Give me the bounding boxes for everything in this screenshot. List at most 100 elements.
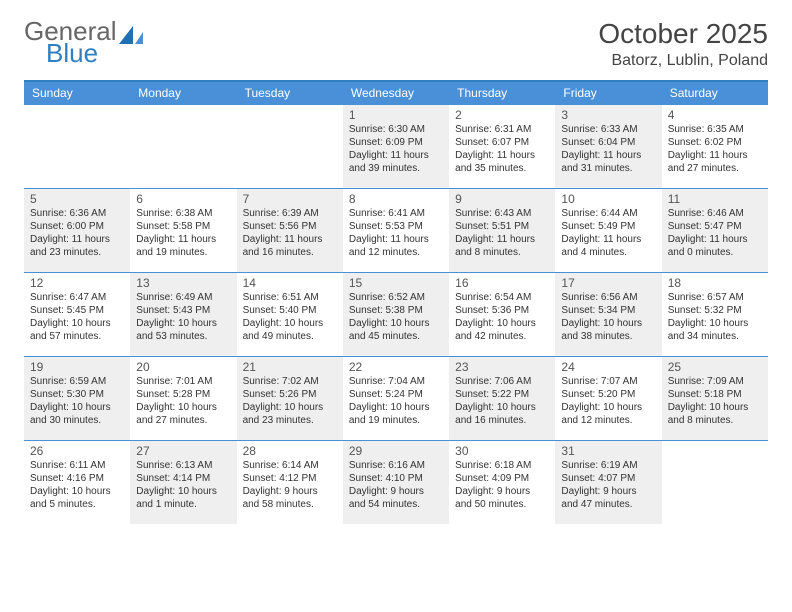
daylight-text: Daylight: 10 hours: [243, 317, 337, 330]
daylight-text: Daylight: 10 hours: [136, 401, 230, 414]
sunset-text: Sunset: 5:34 PM: [561, 304, 655, 317]
day-cell: 15Sunrise: 6:52 AMSunset: 5:38 PMDayligh…: [343, 272, 449, 356]
day-cell: 6Sunrise: 6:38 AMSunset: 5:58 PMDaylight…: [130, 188, 236, 272]
daylight-text2: and 38 minutes.: [561, 330, 655, 343]
sunset-text: Sunset: 5:28 PM: [136, 388, 230, 401]
sunrise-text: Sunrise: 6:49 AM: [136, 291, 230, 304]
day-number: 4: [668, 108, 762, 122]
day-cell: 8Sunrise: 6:41 AMSunset: 5:53 PMDaylight…: [343, 188, 449, 272]
daylight-text2: and 47 minutes.: [561, 498, 655, 511]
day-number: 3: [561, 108, 655, 122]
day-number: 6: [136, 192, 230, 206]
day-number: 25: [668, 360, 762, 374]
sunrise-text: Sunrise: 6:57 AM: [668, 291, 762, 304]
daylight-text2: and 39 minutes.: [349, 162, 443, 175]
daylight-text: Daylight: 10 hours: [561, 401, 655, 414]
daylight-text: Daylight: 11 hours: [243, 233, 337, 246]
sunset-text: Sunset: 5:53 PM: [349, 220, 443, 233]
day-number: 12: [30, 276, 124, 290]
logo-sail-icon: [119, 24, 147, 44]
day-cell: 17Sunrise: 6:56 AMSunset: 5:34 PMDayligh…: [555, 272, 661, 356]
empty-cell: [237, 104, 343, 188]
daylight-text2: and 19 minutes.: [349, 414, 443, 427]
day-cell: 12Sunrise: 6:47 AMSunset: 5:45 PMDayligh…: [24, 272, 130, 356]
day-cell: 23Sunrise: 7:06 AMSunset: 5:22 PMDayligh…: [449, 356, 555, 440]
day-number: 14: [243, 276, 337, 290]
day-cell: 7Sunrise: 6:39 AMSunset: 5:56 PMDaylight…: [237, 188, 343, 272]
sunrise-text: Sunrise: 7:02 AM: [243, 375, 337, 388]
daylight-text2: and 34 minutes.: [668, 330, 762, 343]
day-cell: 2Sunrise: 6:31 AMSunset: 6:07 PMDaylight…: [449, 104, 555, 188]
daylight-text: Daylight: 10 hours: [561, 317, 655, 330]
daylight-text: Daylight: 10 hours: [243, 401, 337, 414]
daylight-text: Daylight: 9 hours: [243, 485, 337, 498]
day-cell: 25Sunrise: 7:09 AMSunset: 5:18 PMDayligh…: [662, 356, 768, 440]
sunset-text: Sunset: 4:16 PM: [30, 472, 124, 485]
daylight-text2: and 58 minutes.: [243, 498, 337, 511]
day-number: 26: [30, 444, 124, 458]
day-cell: 22Sunrise: 7:04 AMSunset: 5:24 PMDayligh…: [343, 356, 449, 440]
daylight-text: Daylight: 10 hours: [349, 401, 443, 414]
sunset-text: Sunset: 5:36 PM: [455, 304, 549, 317]
day-number: 18: [668, 276, 762, 290]
daylight-text: Daylight: 11 hours: [455, 233, 549, 246]
day-number: 21: [243, 360, 337, 374]
sunset-text: Sunset: 5:24 PM: [349, 388, 443, 401]
sunset-text: Sunset: 6:07 PM: [455, 136, 549, 149]
sunset-text: Sunset: 4:09 PM: [455, 472, 549, 485]
day-number: 23: [455, 360, 549, 374]
daylight-text2: and 53 minutes.: [136, 330, 230, 343]
daylight-text2: and 8 minutes.: [455, 246, 549, 259]
day-number: 8: [349, 192, 443, 206]
day-header: Saturday: [662, 82, 768, 104]
daylight-text2: and 16 minutes.: [455, 414, 549, 427]
day-number: 24: [561, 360, 655, 374]
day-cell: 5Sunrise: 6:36 AMSunset: 6:00 PMDaylight…: [24, 188, 130, 272]
sunrise-text: Sunrise: 6:16 AM: [349, 459, 443, 472]
sunrise-text: Sunrise: 7:09 AM: [668, 375, 762, 388]
sunrise-text: Sunrise: 6:59 AM: [30, 375, 124, 388]
day-number: 9: [455, 192, 549, 206]
sunset-text: Sunset: 5:22 PM: [455, 388, 549, 401]
daylight-text: Daylight: 11 hours: [668, 233, 762, 246]
sunset-text: Sunset: 6:00 PM: [30, 220, 124, 233]
day-number: 27: [136, 444, 230, 458]
sunrise-text: Sunrise: 6:19 AM: [561, 459, 655, 472]
daylight-text2: and 57 minutes.: [30, 330, 124, 343]
daylight-text2: and 16 minutes.: [243, 246, 337, 259]
sunset-text: Sunset: 6:04 PM: [561, 136, 655, 149]
day-number: 30: [455, 444, 549, 458]
daylight-text: Daylight: 9 hours: [561, 485, 655, 498]
day-number: 19: [30, 360, 124, 374]
sunrise-text: Sunrise: 6:46 AM: [668, 207, 762, 220]
sunset-text: Sunset: 5:56 PM: [243, 220, 337, 233]
day-number: 28: [243, 444, 337, 458]
sunrise-text: Sunrise: 6:30 AM: [349, 123, 443, 136]
daylight-text: Daylight: 11 hours: [455, 149, 549, 162]
day-header: Monday: [130, 82, 236, 104]
sunset-text: Sunset: 5:30 PM: [30, 388, 124, 401]
day-header: Wednesday: [343, 82, 449, 104]
sunrise-text: Sunrise: 6:38 AM: [136, 207, 230, 220]
daylight-text: Daylight: 10 hours: [136, 317, 230, 330]
day-number: 13: [136, 276, 230, 290]
day-number: 31: [561, 444, 655, 458]
sunrise-text: Sunrise: 6:36 AM: [30, 207, 124, 220]
daylight-text: Daylight: 10 hours: [349, 317, 443, 330]
daylight-text: Daylight: 10 hours: [455, 401, 549, 414]
empty-cell: [24, 104, 130, 188]
day-cell: 10Sunrise: 6:44 AMSunset: 5:49 PMDayligh…: [555, 188, 661, 272]
location: Batorz, Lublin, Poland: [598, 52, 768, 70]
daylight-text2: and 12 minutes.: [349, 246, 443, 259]
day-number: 10: [561, 192, 655, 206]
day-header: Thursday: [449, 82, 555, 104]
sunrise-text: Sunrise: 6:43 AM: [455, 207, 549, 220]
day-cell: 21Sunrise: 7:02 AMSunset: 5:26 PMDayligh…: [237, 356, 343, 440]
sunrise-text: Sunrise: 6:39 AM: [243, 207, 337, 220]
day-cell: 14Sunrise: 6:51 AMSunset: 5:40 PMDayligh…: [237, 272, 343, 356]
sunrise-text: Sunrise: 6:33 AM: [561, 123, 655, 136]
day-cell: 13Sunrise: 6:49 AMSunset: 5:43 PMDayligh…: [130, 272, 236, 356]
sunset-text: Sunset: 5:38 PM: [349, 304, 443, 317]
sunset-text: Sunset: 5:45 PM: [30, 304, 124, 317]
daylight-text2: and 31 minutes.: [561, 162, 655, 175]
